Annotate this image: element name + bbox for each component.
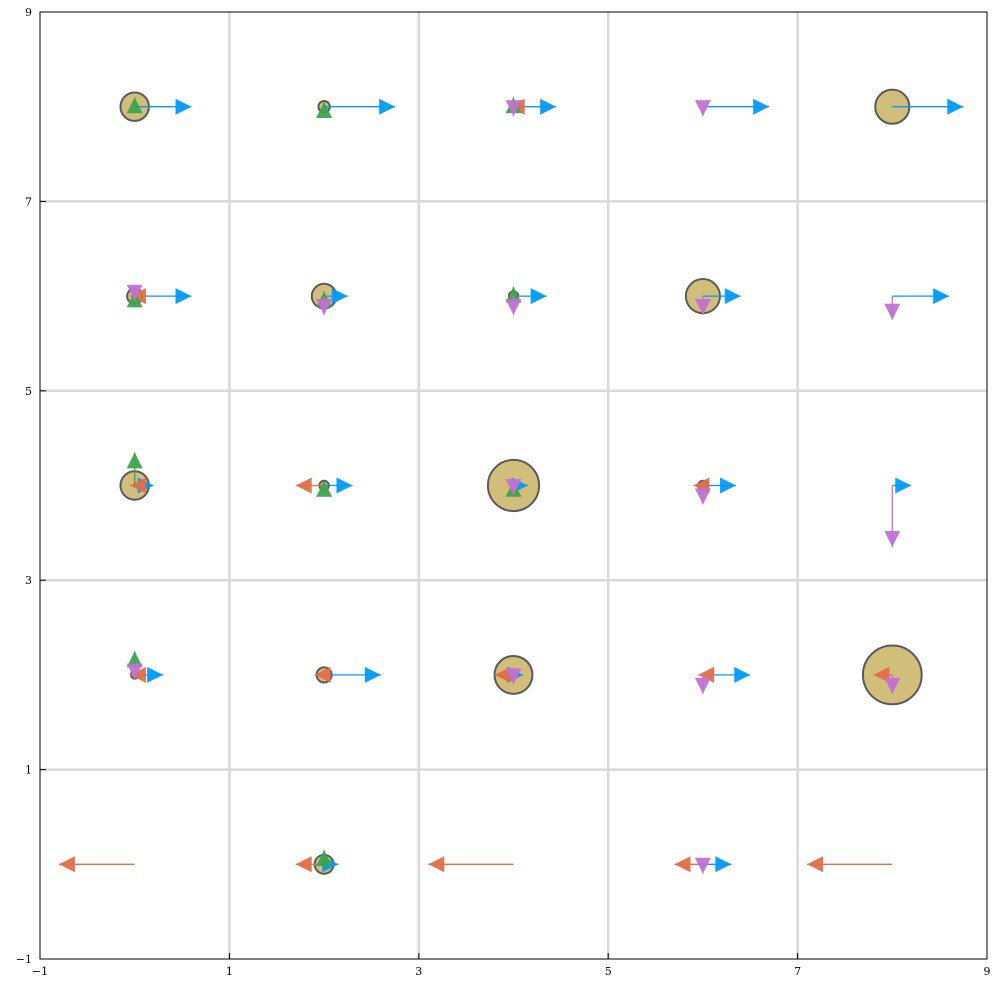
right-arrow-head xyxy=(175,288,192,305)
down-arrow-head xyxy=(884,677,901,694)
x-tick-label: 9 xyxy=(984,965,991,978)
y-tick-label: 1 xyxy=(25,764,32,777)
left-arrow-head xyxy=(129,666,146,683)
right-arrow-head xyxy=(175,98,192,115)
left-arrow-head xyxy=(674,856,691,873)
right-arrow-head xyxy=(734,666,751,683)
right-arrow-head xyxy=(530,288,547,305)
right-arrow-head xyxy=(895,477,912,494)
up-arrow-head xyxy=(126,97,143,114)
grid-lines xyxy=(40,12,987,959)
up-arrow-head xyxy=(316,101,333,118)
x-tick-label: 7 xyxy=(794,965,801,978)
down-arrow-head xyxy=(505,299,522,316)
down-arrow-head xyxy=(884,531,901,548)
up-arrow-head xyxy=(316,850,333,867)
down-arrow-head xyxy=(505,478,522,495)
up-arrow-head xyxy=(505,286,522,303)
right-arrow-head xyxy=(724,288,741,305)
right-arrow-head xyxy=(379,98,396,115)
left-arrow-head xyxy=(58,856,75,873)
down-arrow-head xyxy=(126,284,143,301)
y-tick-label: 3 xyxy=(25,574,32,587)
y-tick-label: 7 xyxy=(25,195,32,208)
left-arrow-head xyxy=(494,666,511,683)
right-arrow-head xyxy=(364,666,381,683)
up-arrow-head xyxy=(126,651,143,668)
plot-frame xyxy=(39,11,988,960)
down-arrow-head xyxy=(505,668,522,685)
right-arrow-head xyxy=(933,288,950,305)
up-arrow-head xyxy=(316,480,333,497)
axis-ticks: −1 1 3 5 7 9 −1 1 3 5 7 9 xyxy=(16,6,991,978)
left-arrow-head xyxy=(129,288,146,305)
x-tick-label: −1 xyxy=(32,965,48,978)
down-arrow-head xyxy=(694,100,711,117)
right-arrow-head xyxy=(331,288,348,305)
x-tick-label: 5 xyxy=(605,965,612,978)
left-arrow-head xyxy=(295,856,312,873)
down-arrow-head xyxy=(694,299,711,316)
down-arrow-head xyxy=(505,100,522,117)
left-arrow-head xyxy=(314,666,331,683)
left-arrow-head xyxy=(428,856,445,873)
right-arrow-head xyxy=(720,477,737,494)
down-arrow-head xyxy=(884,303,901,320)
data-marks xyxy=(58,88,964,875)
left-arrow-head xyxy=(807,856,824,873)
down-arrow-head xyxy=(694,677,711,694)
left-arrow-head xyxy=(129,477,146,494)
right-arrow-head xyxy=(715,856,732,873)
right-arrow-head xyxy=(753,98,770,115)
up-arrow-head xyxy=(126,452,143,469)
right-arrow-head xyxy=(147,666,164,683)
y-tick-label: −1 xyxy=(16,953,32,966)
x-tick-label: 1 xyxy=(226,965,233,978)
down-arrow-head xyxy=(316,299,333,316)
right-arrow-head xyxy=(947,98,964,115)
y-tick-label: 9 xyxy=(25,6,32,19)
y-tick-label: 5 xyxy=(25,385,32,398)
down-arrow-head xyxy=(694,488,711,505)
down-arrow-head xyxy=(694,857,711,874)
down-arrow-head xyxy=(126,663,143,680)
left-arrow-head xyxy=(295,477,312,494)
right-arrow-head xyxy=(540,98,557,115)
right-arrow-head xyxy=(336,477,353,494)
x-tick-label: 3 xyxy=(415,965,422,978)
